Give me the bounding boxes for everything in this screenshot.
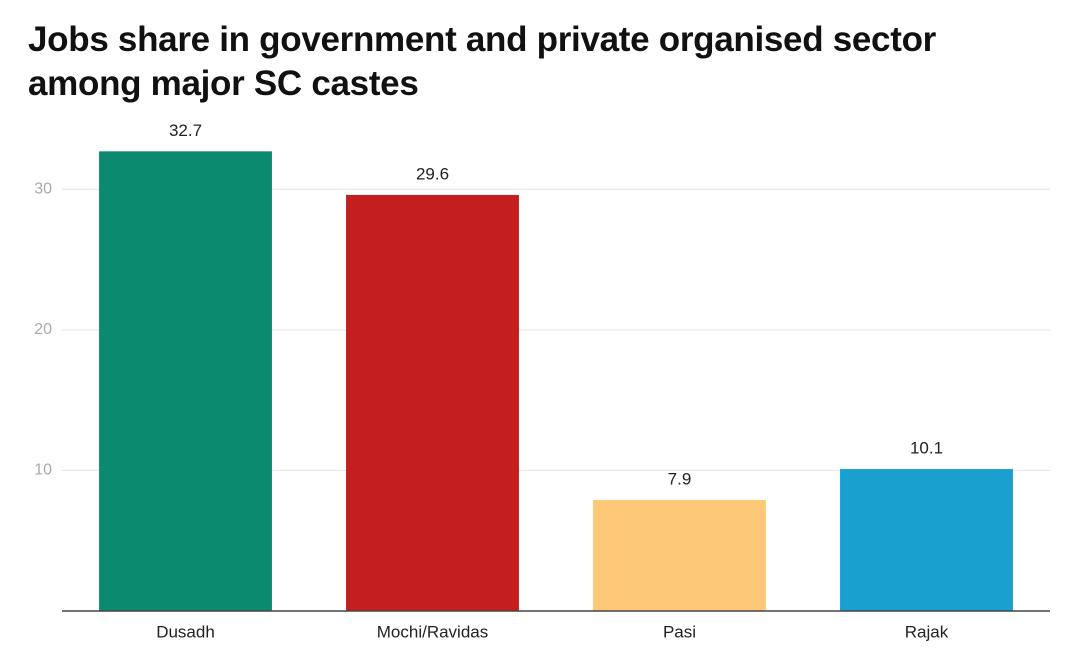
bar <box>593 499 766 611</box>
y-tick-label: 20 <box>34 321 52 338</box>
value-label: 10.1 <box>910 439 943 458</box>
x-tick-label: Rajak <box>905 622 949 641</box>
y-tick-label: 30 <box>34 181 52 198</box>
x-tick-label: Mochi/Ravidas <box>377 622 489 641</box>
value-label: 29.6 <box>416 164 449 183</box>
x-tick-label: Dusadh <box>156 622 215 641</box>
value-label: 32.7 <box>169 121 202 140</box>
bar <box>840 469 1013 611</box>
x-tick-label: Pasi <box>663 622 696 641</box>
bar <box>99 151 272 611</box>
chart-title: Jobs share in government and private org… <box>28 20 936 103</box>
y-tick-label: 10 <box>34 462 52 479</box>
bar <box>346 194 519 611</box>
value-label: 7.9 <box>668 469 692 488</box>
